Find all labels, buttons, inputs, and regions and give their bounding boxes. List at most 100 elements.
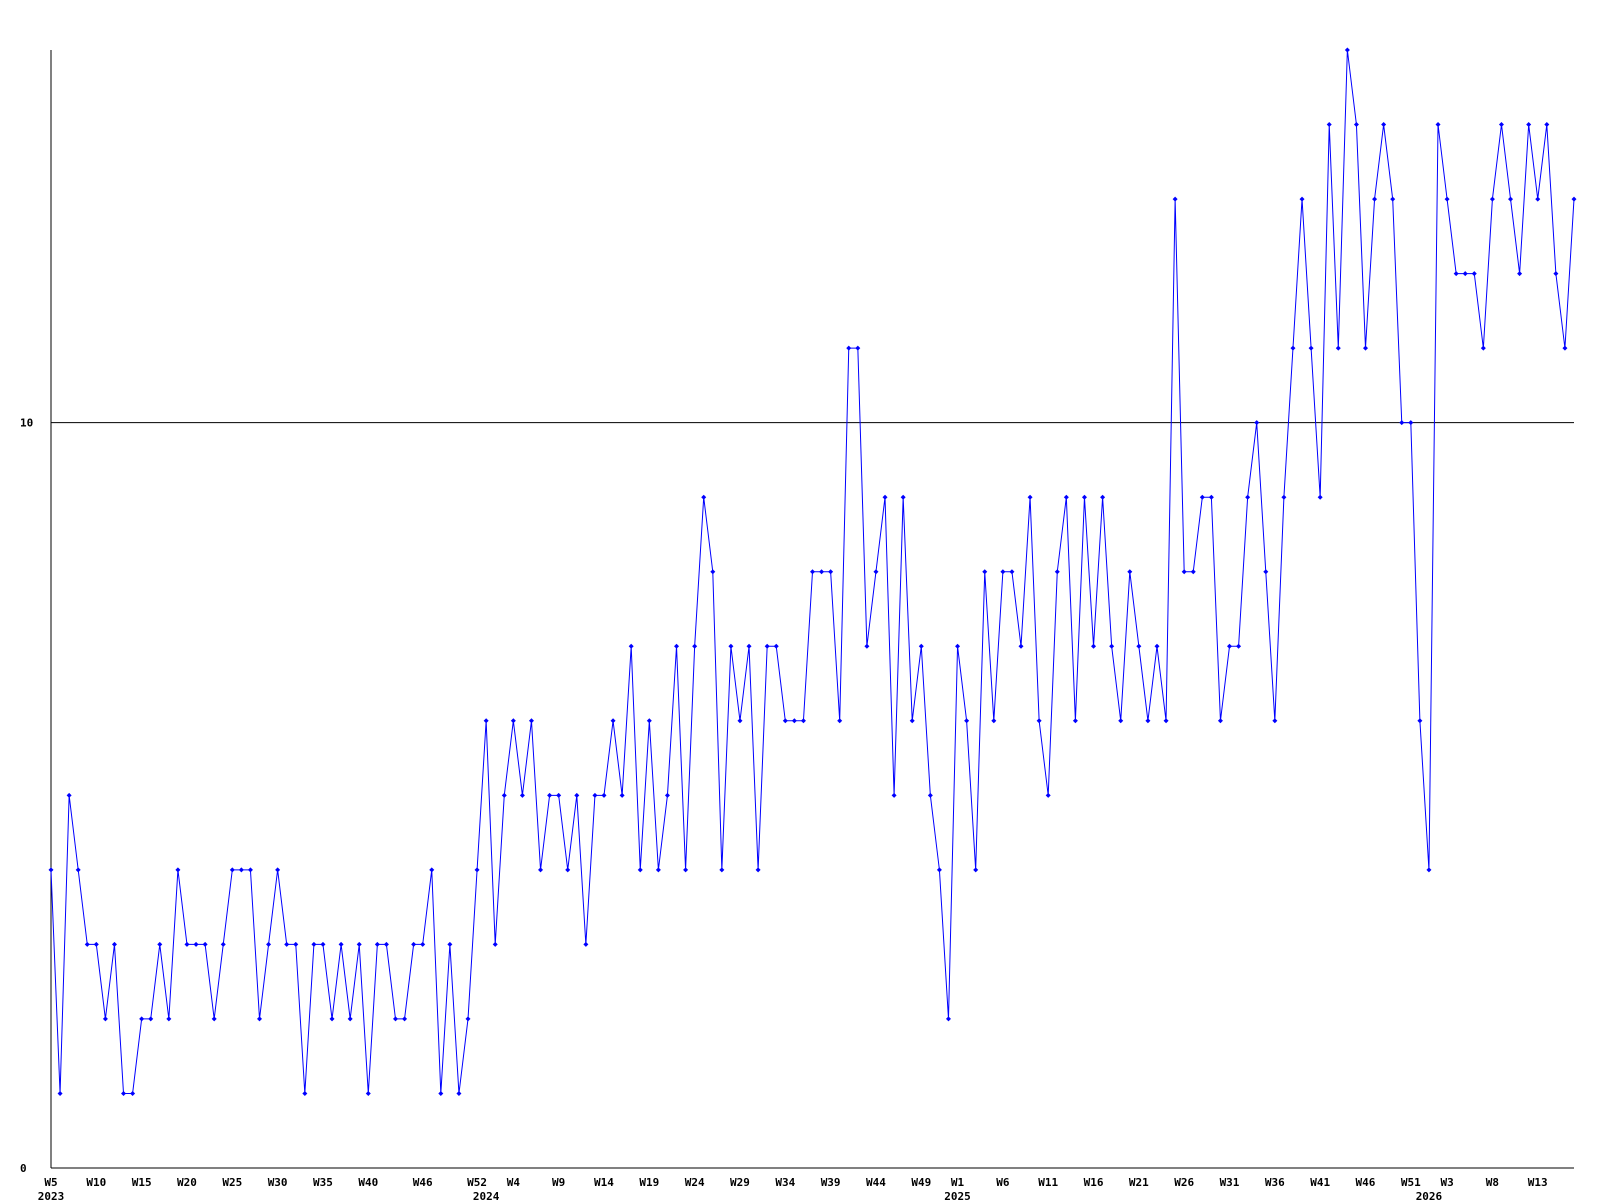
data-point xyxy=(1299,196,1305,202)
data-point xyxy=(1535,196,1541,202)
data-point xyxy=(184,941,190,947)
data-point xyxy=(955,643,961,649)
x-tick-label: W3 xyxy=(1440,1176,1453,1189)
data-point xyxy=(148,1016,154,1022)
data-point xyxy=(1263,569,1269,575)
data-point xyxy=(374,941,380,947)
data-point xyxy=(737,718,743,724)
data-point xyxy=(465,1016,471,1022)
data-point xyxy=(1127,569,1133,575)
data-point xyxy=(284,941,290,947)
data-point xyxy=(175,867,181,873)
x-year-label: 2026 xyxy=(1416,1190,1443,1200)
data-point xyxy=(1362,345,1368,351)
x-tick-label: W6 xyxy=(996,1176,1010,1189)
data-point xyxy=(782,718,788,724)
data-point xyxy=(320,941,326,947)
data-point xyxy=(1553,271,1559,277)
data-point xyxy=(311,941,317,947)
data-point xyxy=(1489,196,1495,202)
data-point xyxy=(293,941,299,947)
data-point xyxy=(918,643,924,649)
data-point xyxy=(628,643,634,649)
data-point xyxy=(66,792,72,798)
x-tick-label: W15 xyxy=(132,1176,152,1189)
data-point xyxy=(583,941,589,947)
data-point xyxy=(873,569,879,575)
data-point xyxy=(1081,494,1087,500)
x-tick-label: W4 xyxy=(507,1176,521,1189)
data-point xyxy=(1462,271,1468,277)
data-point xyxy=(692,643,698,649)
data-point xyxy=(474,867,480,873)
data-point xyxy=(547,792,553,798)
data-point xyxy=(1199,494,1205,500)
x-tick-label: W11 xyxy=(1038,1176,1058,1189)
data-point xyxy=(538,867,544,873)
x-tick-label: W5 xyxy=(44,1176,57,1189)
data-point xyxy=(909,718,915,724)
data-point xyxy=(1544,122,1550,128)
data-point xyxy=(166,1016,172,1022)
data-point xyxy=(574,792,580,798)
data-point xyxy=(338,941,344,947)
data-point xyxy=(637,867,643,873)
data-point xyxy=(1145,718,1151,724)
data-point xyxy=(1372,196,1378,202)
data-point xyxy=(601,792,607,798)
data-point xyxy=(447,941,453,947)
data-point xyxy=(1208,494,1214,500)
data-point xyxy=(1344,47,1350,53)
data-point xyxy=(1254,420,1260,426)
data-point xyxy=(764,643,770,649)
data-point xyxy=(791,718,797,724)
x-tick-label: W44 xyxy=(866,1176,886,1189)
data-point xyxy=(1471,271,1477,277)
data-point xyxy=(1353,122,1359,128)
data-point xyxy=(84,941,90,947)
data-point xyxy=(1435,122,1441,128)
x-tick-label: W14 xyxy=(594,1176,614,1189)
data-point xyxy=(1326,122,1332,128)
data-point xyxy=(1453,271,1459,277)
data-point xyxy=(828,569,834,575)
data-point xyxy=(1036,718,1042,724)
data-point xyxy=(846,345,852,351)
data-point xyxy=(1245,494,1251,500)
data-point xyxy=(610,718,616,724)
data-point xyxy=(402,1016,408,1022)
data-point xyxy=(674,643,680,649)
data-point xyxy=(420,941,426,947)
data-point xyxy=(728,643,734,649)
x-tick-label: W40 xyxy=(358,1176,378,1189)
data-point xyxy=(701,494,707,500)
data-point xyxy=(1217,718,1223,724)
data-point xyxy=(492,941,498,947)
data-point xyxy=(1000,569,1006,575)
data-point xyxy=(1308,345,1314,351)
data-point xyxy=(1190,569,1196,575)
data-point xyxy=(238,867,244,873)
data-point xyxy=(211,1016,217,1022)
data-point xyxy=(710,569,716,575)
x-tick-label: W39 xyxy=(821,1176,841,1189)
data-point xyxy=(1172,196,1178,202)
data-point xyxy=(329,1016,335,1022)
data-point xyxy=(1281,494,1287,500)
data-point xyxy=(819,569,825,575)
data-point xyxy=(57,1090,63,1096)
data-point xyxy=(1335,345,1341,351)
x-tick-label: W35 xyxy=(313,1176,333,1189)
data-point xyxy=(456,1090,462,1096)
data-point xyxy=(719,867,725,873)
x-tick-label: W41 xyxy=(1310,1176,1330,1189)
data-point xyxy=(964,718,970,724)
data-point xyxy=(1272,718,1278,724)
x-tick-label: W8 xyxy=(1486,1176,1499,1189)
data-point xyxy=(1054,569,1060,575)
data-point xyxy=(1018,643,1024,649)
data-point xyxy=(655,867,661,873)
data-point xyxy=(800,718,806,724)
x-year-label: 2023 xyxy=(38,1190,65,1200)
data-point xyxy=(1498,122,1504,128)
